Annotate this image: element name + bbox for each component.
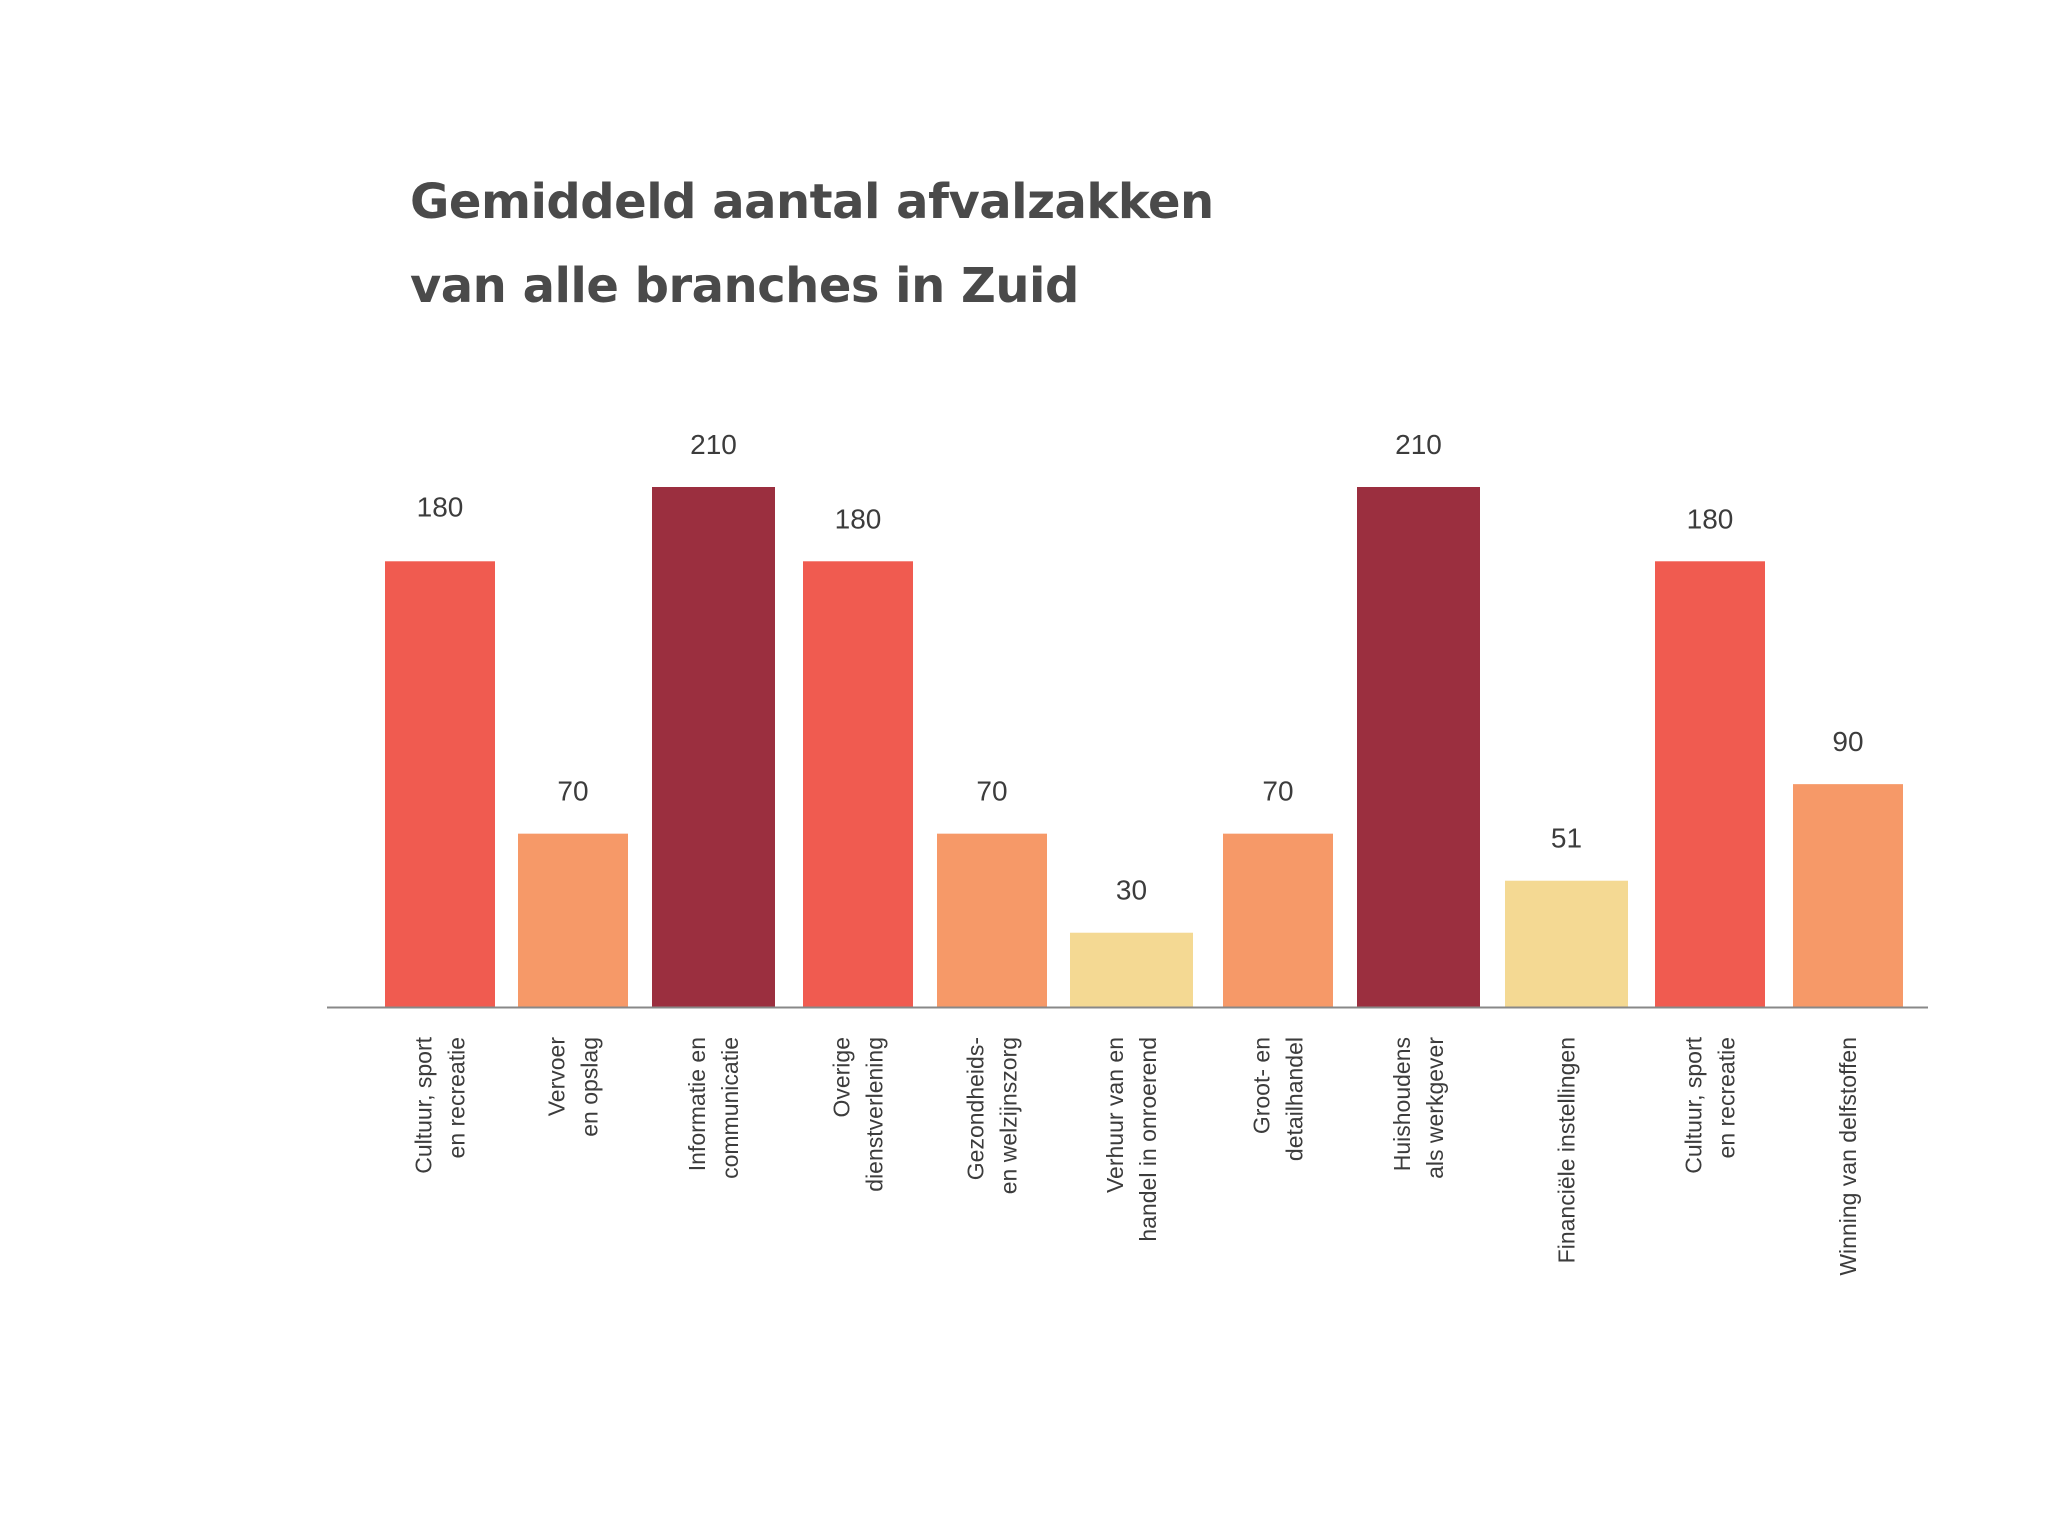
value-label-5: 30 (1116, 875, 1147, 906)
tick-label-5-line-0: Verhuur van en (1102, 1037, 1128, 1193)
tick-label-5: Verhuur van en handel in onroerend (1102, 1037, 1161, 1242)
tick-label-9-line-1: en recreatie (1714, 1037, 1740, 1158)
tick-label-10: Winning van delfstoffen (1835, 1037, 1861, 1276)
tick-label-2: Informatie en communicatie (684, 1037, 743, 1179)
bar-2 (652, 487, 775, 1007)
tick-label-2-line-0: Informatie en (684, 1037, 710, 1171)
tick-label-1: Vervoer en opslag (544, 1037, 603, 1137)
tick-label-0-line-0: Cultuur, sport (411, 1036, 437, 1173)
tick-label-4-line-0: Gezondheids- (963, 1037, 989, 1180)
tick-label-3-line-1: dienstverlening (862, 1037, 888, 1192)
tick-label-9: Cultuur, sport en recreatie (1681, 1036, 1740, 1173)
tick-label-0: Cultuur, sport en recreatie (411, 1036, 470, 1173)
tick-label-0-line-1: en recreatie (444, 1037, 470, 1158)
tick-label-4: Gezondheids-en welzijnszorg (963, 1037, 1022, 1194)
tick-label-3-line-0: Overige (829, 1037, 855, 1118)
chart-title: Gemiddeld aantal afvalzakken van alle br… (410, 160, 1214, 328)
bar-4 (937, 833, 1047, 1007)
tick-label-1-line-0: Vervoer (544, 1037, 570, 1117)
tick-label-7-line-0: Huishoudens (1389, 1037, 1415, 1171)
tick-label-3: Overige dienstverlening (829, 1037, 888, 1192)
tick-label-9-line-0: Cultuur, sport (1681, 1036, 1707, 1173)
bar-1 (518, 833, 628, 1007)
tick-label-1-line-1: en opslag (577, 1037, 603, 1137)
bar-0 (385, 561, 495, 1007)
bar-9 (1655, 561, 1765, 1007)
value-label-2: 210 (690, 429, 737, 460)
tick-label-2-line-1: communicatie (717, 1037, 743, 1179)
tick-label-8: Financiële instellingen (1554, 1037, 1580, 1263)
tick-label-6: Groot- en detailhandel (1249, 1037, 1308, 1161)
value-label-7: 210 (1395, 429, 1442, 460)
value-label-6: 70 (1262, 776, 1293, 807)
bar-7 (1357, 487, 1480, 1007)
chart-title-line-1: Gemiddeld aantal afvalzakken (410, 174, 1214, 230)
tick-label-4-line-1: en welzijnszorg (996, 1037, 1022, 1194)
value-label-9: 180 (1687, 503, 1734, 534)
value-label-4: 70 (976, 776, 1007, 807)
tick-label-6-line-0: Groot- en (1249, 1037, 1275, 1134)
value-label-10: 90 (1832, 726, 1863, 757)
bar-6 (1223, 833, 1333, 1007)
chart-title-line-2: van alle branches in Zuid (410, 258, 1079, 314)
tick-label-5-line-1: handel in onroerend (1135, 1037, 1161, 1242)
value-label-3: 180 (835, 503, 882, 534)
tick-label-10-line-0: Winning van delfstoffen (1835, 1037, 1861, 1276)
bar-3 (803, 561, 913, 1007)
value-label-0: 180 (417, 491, 464, 522)
tick-label-6-line-1: detailhandel (1282, 1037, 1308, 1161)
value-label-8: 51 (1551, 823, 1582, 854)
bar-5 (1070, 932, 1193, 1007)
tick-label-7-line-1: als werkgever (1422, 1037, 1448, 1179)
bar-8 (1505, 880, 1628, 1007)
tick-label-8-line-0: Financiële instellingen (1554, 1037, 1580, 1263)
bar-10 (1793, 784, 1903, 1007)
value-label-1: 70 (557, 776, 588, 807)
tick-label-7: Huishoudens als werkgever (1389, 1037, 1448, 1179)
